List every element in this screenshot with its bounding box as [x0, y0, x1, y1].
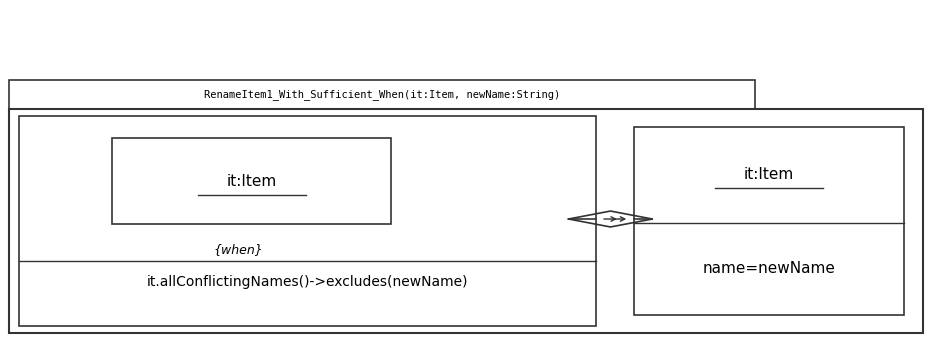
Text: it:Item: it:Item [744, 167, 794, 182]
FancyBboxPatch shape [9, 80, 755, 109]
Text: it.allConflictingNames()->excludes(newName): it.allConflictingNames()->excludes(newNa… [147, 275, 468, 289]
FancyBboxPatch shape [9, 109, 923, 333]
FancyBboxPatch shape [634, 127, 904, 315]
Text: it:Item: it:Item [226, 173, 277, 189]
Text: RenameItem1_With_Sufficient_When(it:Item, newName:String): RenameItem1_With_Sufficient_When(it:Item… [204, 89, 560, 100]
Text: {when}: {when} [213, 243, 263, 256]
FancyBboxPatch shape [19, 116, 596, 326]
FancyBboxPatch shape [112, 138, 391, 224]
Text: name=newName: name=newName [703, 261, 835, 276]
